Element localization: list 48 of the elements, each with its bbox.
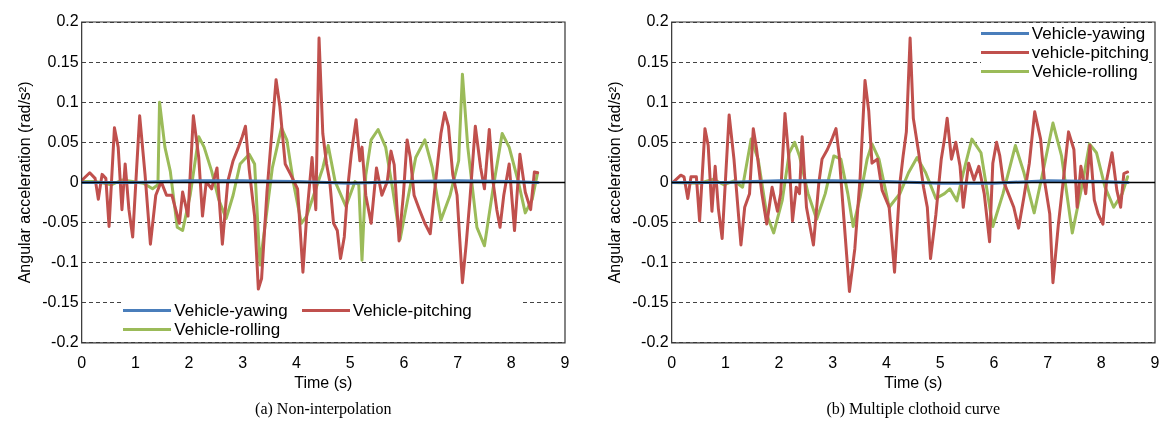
y-tick-label: 0 (69, 172, 79, 190)
x-tick-label: 3 (238, 353, 248, 371)
x-axis-title: Time (s) (293, 374, 354, 392)
x-tick-label: 5 (935, 353, 945, 371)
x-tick-label: 3 (828, 353, 838, 371)
x-tick-label: 4 (882, 353, 892, 371)
y-tick-label: 0.05 (47, 132, 79, 150)
y-tick-label: 0.1 (56, 92, 79, 110)
y-tick-label: -0.1 (641, 253, 669, 271)
legend-label: Vehicle-pitching (352, 300, 472, 320)
x-tick-label: 8 (1096, 353, 1106, 371)
x-tick-label: 7 (1043, 353, 1053, 371)
x-tick-label: 9 (560, 353, 570, 371)
x-tick-label: 2 (184, 353, 194, 371)
y-tick-label: 0.15 (47, 52, 79, 70)
y-tick-label: -0.15 (632, 293, 669, 311)
y-tick-label: 0.2 (646, 12, 669, 30)
y-tick-label: 0.15 (637, 52, 669, 70)
x-tick-label: 5 (345, 353, 355, 371)
x-tick-label: 1 (130, 353, 140, 371)
y-axis-title: Angular acceleration (rad/s²) (606, 81, 624, 284)
x-tick-label: 1 (720, 353, 730, 371)
y-tick-label: 0.2 (56, 12, 79, 30)
legend-label: Vehicle-yawing (1031, 24, 1146, 43)
legend-label: Vehicle-rolling (1031, 62, 1138, 81)
text: (a) Non-interpolation (254, 400, 393, 418)
x-tick-label: 8 (506, 353, 516, 371)
y-tick-label: 0.05 (637, 132, 669, 150)
y-tick-label: -0.05 (42, 212, 79, 230)
y-tick-label: -0.05 (632, 212, 669, 230)
x-tick-label: 6 (399, 353, 409, 371)
y-tick-label: -0.15 (42, 293, 79, 311)
x-tick-label: 6 (989, 353, 999, 371)
y-axis-title: Angular acceleration (rad/s²) (16, 81, 34, 284)
x-tick-label: 4 (292, 353, 302, 371)
legend-label: vehicle-pitching (1031, 43, 1149, 62)
y-tick-label: 0 (659, 172, 669, 190)
y-tick-label: -0.2 (641, 333, 669, 351)
x-axis-title: Time (s) (883, 374, 944, 392)
legend-label: Vehicle-yawing (174, 300, 288, 320)
x-tick-label: 7 (453, 353, 463, 371)
x-tick-label: 9 (1150, 353, 1160, 371)
x-tick-label: 2 (774, 353, 784, 371)
text: (b) Multiple clothoid curve (825, 400, 1002, 418)
y-tick-label: -0.2 (51, 333, 79, 351)
y-tick-label: -0.1 (51, 253, 79, 271)
legend-label: Vehicle-rolling (174, 319, 281, 339)
y-tick-label: 0.1 (646, 92, 669, 110)
